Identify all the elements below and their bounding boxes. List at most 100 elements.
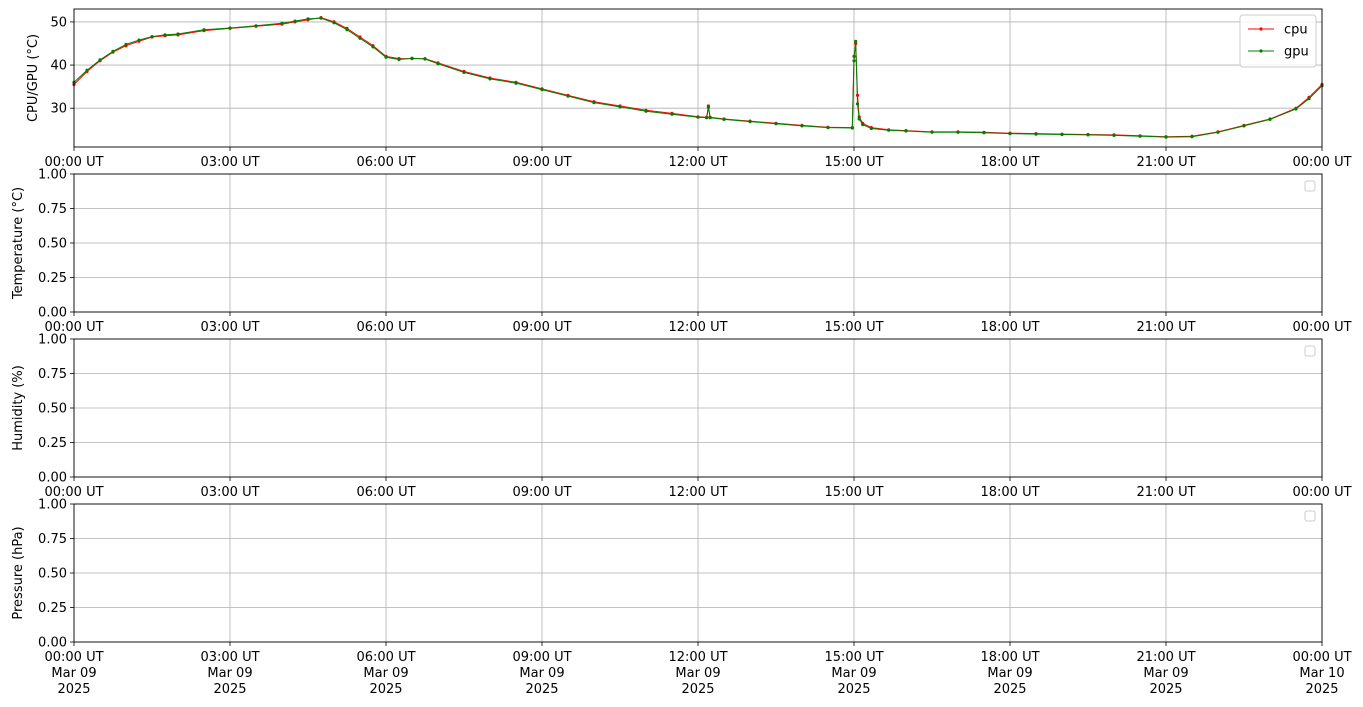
- x-tick-date-label: Mar 09: [363, 666, 408, 681]
- legend-box-empty: [1304, 345, 1316, 357]
- data-point-gpu: [293, 19, 297, 23]
- y-tick-label: 0.75: [38, 532, 67, 547]
- x-tick-date-label: Mar 09: [207, 666, 252, 681]
- x-tick-label: 00:00 UT: [1292, 320, 1351, 335]
- y-tick-label: 30: [50, 102, 67, 117]
- x-tick-year-label: 2025: [369, 682, 402, 697]
- y-tick-label: 0.00: [38, 471, 67, 486]
- data-point-gpu: [887, 128, 891, 132]
- data-point-gpu: [124, 42, 128, 47]
- x-tick-label: 15:00 UT: [824, 650, 883, 665]
- y-tick-label: 0.75: [38, 367, 67, 382]
- x-tick-label: 03:00 UT: [200, 320, 259, 335]
- data-point-gpu: [618, 105, 622, 109]
- data-point-gpu: [982, 131, 986, 135]
- x-tick-label: 21:00 UT: [1136, 485, 1195, 500]
- data-point-gpu: [1138, 134, 1142, 138]
- x-tick-label: 00:00 UT: [44, 320, 103, 335]
- data-point-gpu: [706, 105, 711, 109]
- data-point-gpu: [855, 102, 860, 106]
- legend-box-empty: [1304, 180, 1316, 192]
- data-point-gpu: [462, 70, 466, 74]
- x-tick-label: 18:00 UT: [980, 485, 1039, 500]
- plot-frame: [73, 338, 1323, 478]
- y-tick-label: 1.00: [38, 498, 67, 513]
- panel-1: 30 40 50 00:00 UT 03:00 UT 06:00 UT 09:00 UT 12…: [26, 8, 1352, 170]
- data-point-gpu: [488, 77, 492, 81]
- x-tick-label: 00:00 UT: [1292, 155, 1351, 170]
- legend-label-gpu: gpu: [1284, 45, 1309, 60]
- x-tick-label: 09:00 UT: [512, 320, 571, 335]
- legend-marker-cpu: [1259, 27, 1263, 31]
- x-tick-label: 06:00 UT: [356, 320, 415, 335]
- legend-label-cpu: cpu: [1284, 23, 1308, 38]
- y-tick-label: 0.50: [38, 402, 67, 417]
- x-tick-year-label: 2025: [213, 682, 246, 697]
- x-tick-label: 12:00 UT: [668, 320, 727, 335]
- data-point-gpu: [696, 115, 700, 119]
- data-point-gpu: [722, 117, 726, 121]
- data-point-gpu: [1034, 132, 1038, 136]
- data-point-gpu: [748, 120, 752, 124]
- data-point-gpu: [332, 21, 336, 25]
- x-tick-date-label: Mar 09: [519, 666, 564, 681]
- x-tick-label: 15:00 UT: [824, 155, 883, 170]
- x-tick-label: 00:00 UT: [1292, 485, 1351, 500]
- data-point-gpu: [1112, 133, 1116, 137]
- legend-box-empty: [1304, 510, 1316, 522]
- data-point-gpu: [436, 62, 440, 66]
- x-tick-label: 21:00 UT: [1136, 650, 1195, 665]
- y-tick-label: 1.00: [38, 333, 67, 348]
- data-point-gpu: [358, 36, 362, 40]
- x-tick-date-label: Mar 09: [1143, 666, 1188, 681]
- data-point-gpu: [800, 124, 804, 128]
- data-point-gpu: [150, 35, 154, 39]
- y-axis-label: CPU/GPU (°C): [26, 34, 41, 122]
- legend: cpu gpu: [1239, 14, 1317, 68]
- x-tick-year-label: 2025: [993, 682, 1026, 697]
- x-tick-label: 09:00 UT: [512, 155, 571, 170]
- data-point-gpu: [254, 24, 258, 28]
- x-tick-label: 06:00 UT: [356, 155, 415, 170]
- x-tick-date-label: Mar 10: [1299, 666, 1344, 681]
- data-point-gpu: [774, 122, 778, 126]
- x-tick-date-label: Mar 09: [51, 666, 96, 681]
- data-point-gpu: [1216, 130, 1220, 134]
- data-point-gpu: [904, 129, 908, 133]
- data-point-gpu: [592, 101, 596, 105]
- data-point-gpu: [280, 21, 284, 25]
- x-tick-label: 21:00 UT: [1136, 155, 1195, 170]
- data-point-gpu: [306, 17, 310, 21]
- series-gpu: [72, 16, 1324, 139]
- data-point-gpu: [410, 56, 414, 60]
- x-tick-year-label: 2025: [837, 682, 870, 697]
- data-point-gpu: [202, 28, 206, 32]
- data-point-gpu: [1164, 135, 1168, 139]
- plot-frame: [73, 503, 1323, 643]
- data-point-gpu: [705, 116, 709, 120]
- data-point-gpu: [1086, 133, 1090, 137]
- data-point-gpu: [930, 130, 934, 134]
- x-tick-year-label: 2025: [1149, 682, 1182, 697]
- data-point-gpu: [176, 32, 180, 36]
- x-tick-label: 00:00 UT: [44, 650, 103, 665]
- x-tick-label: 18:00 UT: [980, 320, 1039, 335]
- data-point-gpu: [1307, 97, 1311, 101]
- x-tick-label: 09:00 UT: [512, 485, 571, 500]
- data-point-gpu: [869, 126, 873, 131]
- legend-box: [1239, 14, 1317, 68]
- x-tick-label: 12:00 UT: [668, 650, 727, 665]
- x-tick-year-label: 2025: [525, 682, 558, 697]
- data-point-gpu: [319, 16, 323, 20]
- data-point-gpu: [956, 130, 960, 134]
- data-point-gpu: [644, 109, 648, 113]
- data-point-gpu: [1190, 135, 1194, 139]
- x-tick-label: 03:00 UT: [200, 485, 259, 500]
- x-tick-label: 18:00 UT: [980, 650, 1039, 665]
- x-tick-label: 00:00 UT: [1292, 650, 1351, 665]
- data-point-gpu: [228, 26, 232, 30]
- plot-frame: [73, 8, 1323, 148]
- data-point-gpu: [826, 126, 830, 130]
- x-tick-label: 12:00 UT: [668, 155, 727, 170]
